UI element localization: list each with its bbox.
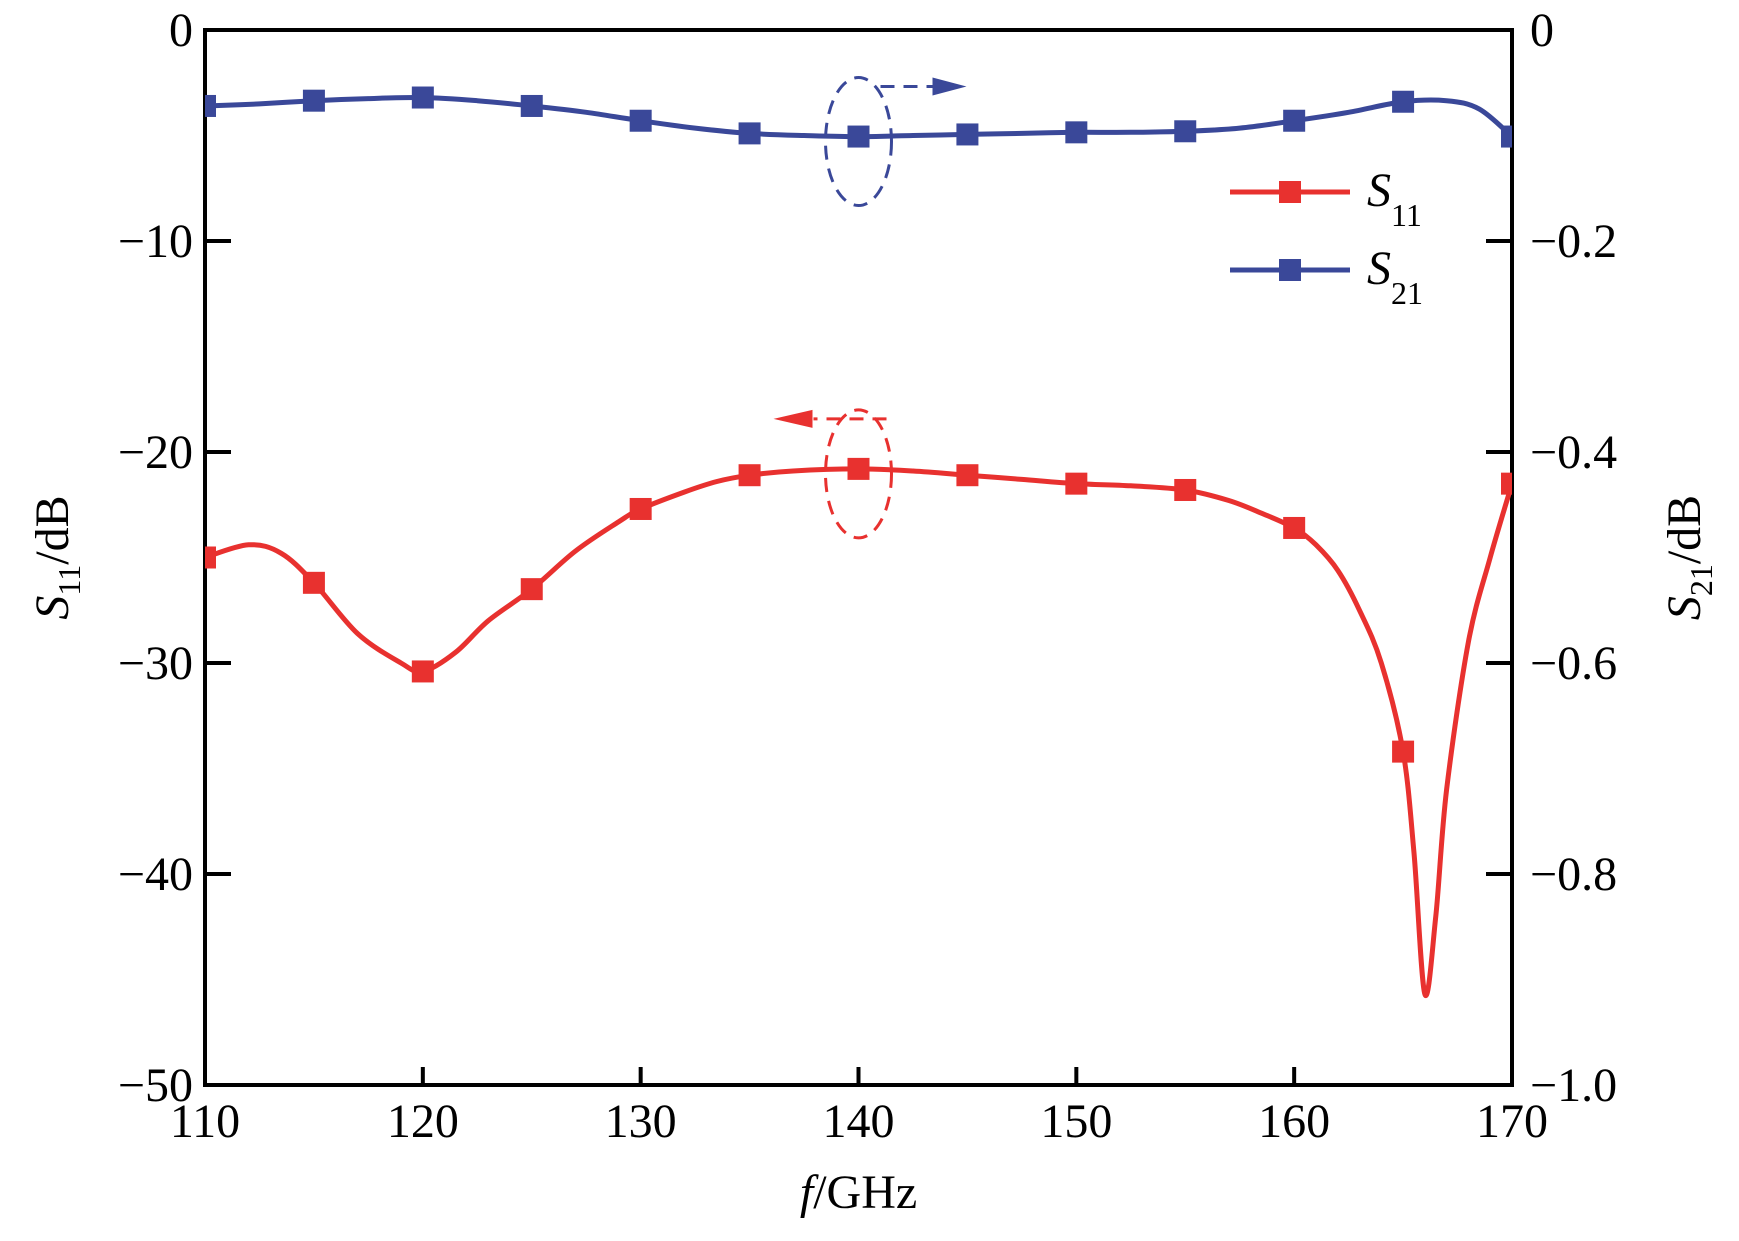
y-right-axis-title-var: S [1658, 596, 1711, 620]
series-line-s11 [205, 466, 1512, 999]
y-left-axis-title-unit: /dB [26, 495, 79, 564]
annotation-ellipse-s21 [824, 76, 893, 208]
y-axis-right: 0 −0.2 −0.4 −0.6 −0.8 −1.0 [1486, 4, 1617, 1112]
y-right-tick-label: −1.0 [1530, 1059, 1617, 1112]
legend-label-s21-sub: 21 [1391, 275, 1423, 311]
y-left-axis-title-sub: 11 [51, 565, 87, 596]
plot-frame [203, 28, 1514, 1087]
data-point-s21 [1174, 120, 1197, 143]
data-point-s21 [520, 94, 543, 117]
data-point-s21 [1283, 109, 1306, 132]
data-point-s11 [411, 660, 434, 683]
x-axis-title: f/GHz [800, 1166, 917, 1219]
data-point-s11 [1392, 740, 1415, 763]
y-right-tick-label: −0.4 [1530, 426, 1617, 479]
data-point-s11 [956, 464, 979, 487]
annotation-arrow-head-s21 [932, 77, 967, 96]
y-right-tick-label: −0.2 [1530, 215, 1617, 268]
data-point-s11 [302, 571, 325, 594]
data-point-s21 [629, 109, 652, 132]
x-tick-label: 120 [387, 1095, 459, 1148]
legend-item-s11: S11 [1230, 164, 1422, 233]
x-tick-label: 140 [823, 1095, 895, 1148]
annotation-ellipse-s11 [824, 408, 893, 540]
y-left-tick-label: −20 [118, 426, 193, 479]
data-point-s11 [520, 578, 543, 601]
legend-label-s11-var: S [1367, 164, 1391, 217]
legend-marker-s11 [1279, 181, 1301, 203]
data-point-s21 [956, 123, 979, 146]
annotation-arrow-head-s11 [773, 409, 813, 428]
y-right-tick-label: −0.6 [1530, 637, 1617, 690]
data-point-s11 [1065, 472, 1088, 495]
data-point-s21 [1501, 125, 1512, 148]
plot-border [203, 28, 1514, 1087]
y-right-axis-title-sub: 21 [1683, 564, 1719, 596]
x-tick-label: 170 [1476, 1095, 1548, 1148]
legend-label-s21-var: S [1367, 242, 1391, 295]
data-point-s21 [847, 125, 870, 148]
x-tick-label: 160 [1258, 1095, 1330, 1148]
y-right-tick-label: −0.8 [1530, 848, 1617, 901]
y-left-tick-label: −10 [118, 215, 193, 268]
annotation-layer [773, 76, 967, 540]
y-right-axis-title: S21/dB [1658, 495, 1719, 620]
y-left-axis-title: S11/dB [26, 495, 87, 619]
data-point-s11 [1501, 472, 1512, 495]
data-point-s11 [847, 457, 870, 480]
data-point-s11 [738, 464, 761, 487]
y-right-tick-label: 0 [1530, 4, 1554, 57]
x-tick-label: 110 [170, 1095, 240, 1148]
x-axis: 110 120 130 140 150 160 170 [170, 1067, 1548, 1148]
data-point-s21 [302, 89, 325, 112]
legend-item-s21: S21 [1230, 242, 1423, 311]
data-point-s11 [629, 497, 652, 520]
y-left-tick-label: −40 [118, 848, 193, 901]
series-s11 [205, 457, 1512, 999]
data-point-s11 [1283, 516, 1306, 539]
data-point-s21 [738, 122, 761, 145]
legend-label-s21: S21 [1367, 242, 1423, 311]
legend-label-s11: S11 [1367, 164, 1422, 233]
y-left-tick-label: −30 [118, 637, 193, 690]
data-point-s11 [1174, 478, 1197, 501]
x-tick-label: 150 [1040, 1095, 1112, 1148]
data-point-s21 [411, 86, 434, 109]
data-point-s21 [205, 94, 216, 117]
data-point-s11 [205, 546, 216, 569]
series-layer [205, 86, 1512, 999]
x-axis-title-unit: /GHz [813, 1166, 917, 1219]
y-left-tick-label: 0 [169, 4, 193, 57]
legend-marker-s21 [1279, 259, 1301, 281]
y-left-tick-label: −50 [118, 1059, 193, 1112]
y-right-axis-title-unit: /dB [1658, 495, 1711, 564]
series-s21 [205, 86, 1512, 148]
data-point-s21 [1065, 121, 1088, 144]
y-left-axis-title-var: S [26, 596, 79, 620]
y-axis-left: 0 −10 −20 −30 −40 −50 [118, 4, 231, 1112]
legend: S11 S21 [1230, 164, 1423, 311]
data-point-s21 [1392, 90, 1415, 113]
x-tick-label: 130 [605, 1095, 677, 1148]
legend-label-s11-sub: 11 [1391, 197, 1422, 233]
